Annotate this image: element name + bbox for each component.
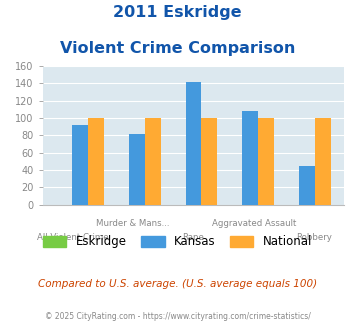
Bar — [88, 118, 104, 205]
Text: Violent Crime Comparison: Violent Crime Comparison — [60, 41, 295, 56]
Bar — [201, 118, 217, 205]
Bar — [315, 118, 331, 205]
Bar — [145, 118, 160, 205]
Text: © 2025 CityRating.com - https://www.cityrating.com/crime-statistics/: © 2025 CityRating.com - https://www.city… — [45, 312, 310, 321]
Bar — [242, 111, 258, 205]
Text: Aggravated Assault: Aggravated Assault — [212, 219, 296, 228]
Bar — [129, 134, 145, 205]
Text: Robbery: Robbery — [296, 233, 332, 242]
Bar — [258, 118, 274, 205]
Text: All Violent Crime: All Violent Crime — [37, 233, 109, 242]
Text: Murder & Mans...: Murder & Mans... — [96, 219, 170, 228]
Text: Rape: Rape — [182, 233, 204, 242]
Text: 2011 Eskridge: 2011 Eskridge — [113, 5, 242, 20]
Bar — [299, 167, 315, 205]
Bar — [186, 82, 201, 205]
Legend: Eskridge, Kansas, National: Eskridge, Kansas, National — [38, 231, 317, 253]
Text: Compared to U.S. average. (U.S. average equals 100): Compared to U.S. average. (U.S. average … — [38, 279, 317, 289]
Bar — [72, 125, 88, 205]
